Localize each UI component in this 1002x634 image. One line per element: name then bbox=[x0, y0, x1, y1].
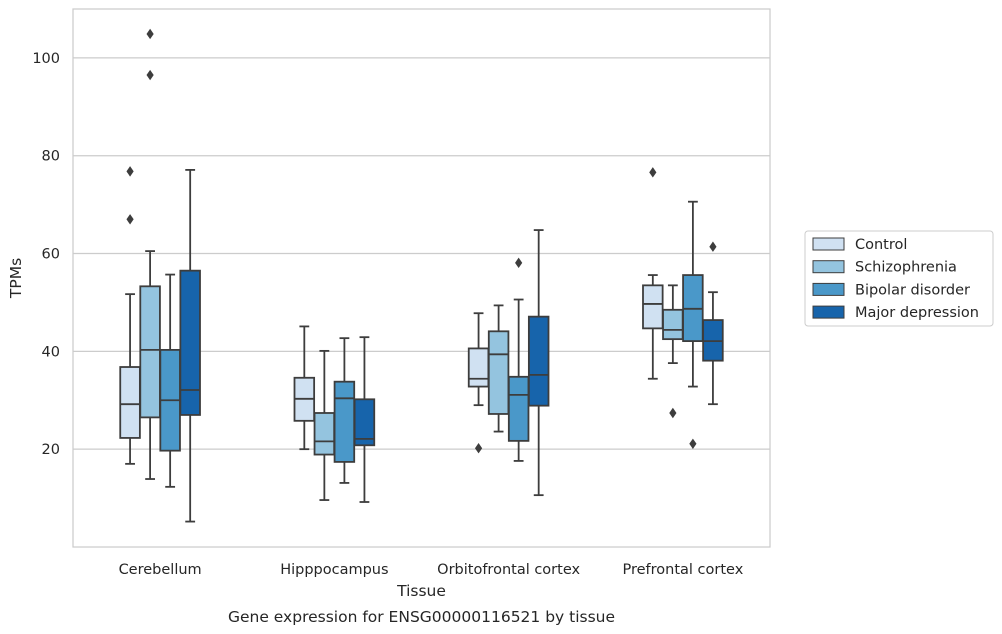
outlier-point bbox=[146, 28, 154, 40]
box bbox=[179, 169, 201, 523]
series-schizophrenia bbox=[139, 28, 684, 501]
box bbox=[642, 167, 664, 380]
box-body bbox=[333, 380, 356, 463]
box bbox=[702, 241, 724, 406]
y-tick-label: 100 bbox=[32, 51, 60, 67]
legend-label: Major depression bbox=[855, 305, 979, 321]
box bbox=[293, 325, 316, 451]
outlier-point bbox=[126, 214, 134, 225]
x-axis-ticks: Cerebellum Hipppocampus Orbitofrontal cort… bbox=[119, 562, 744, 578]
x-tick-label: Hipppocampus bbox=[280, 562, 388, 578]
y-axis-label: TPMs bbox=[7, 258, 25, 299]
y-axis-ticks: 20 40 60 80 100 bbox=[32, 51, 60, 458]
box-series bbox=[119, 28, 724, 523]
x-tick-label: Cerebellum bbox=[119, 562, 202, 578]
outlier-point bbox=[689, 438, 697, 450]
chart-caption: Gene expression for ENSG00000116521 by t… bbox=[228, 608, 615, 626]
series-major-depression bbox=[179, 169, 724, 523]
box-body bbox=[527, 315, 550, 407]
x-tick-label: Orbitofrontal cortex bbox=[437, 562, 580, 578]
box-body bbox=[119, 366, 141, 439]
y-tick-label: 80 bbox=[42, 149, 60, 165]
box-body bbox=[642, 284, 664, 330]
box-body bbox=[179, 269, 201, 416]
box bbox=[527, 229, 550, 497]
box bbox=[313, 349, 336, 501]
box-body bbox=[487, 330, 510, 415]
legend-frame bbox=[804, 230, 994, 327]
box-body bbox=[313, 412, 336, 456]
box-body bbox=[507, 375, 530, 442]
outlier-point bbox=[669, 407, 677, 419]
box bbox=[507, 257, 530, 462]
outlier-point bbox=[649, 167, 657, 178]
box-body bbox=[467, 347, 490, 388]
box bbox=[353, 336, 376, 503]
outlier-point bbox=[474, 443, 483, 454]
y-tick-label: 40 bbox=[42, 344, 60, 360]
box bbox=[139, 28, 161, 480]
outlier-point bbox=[126, 166, 134, 177]
outlier-point bbox=[709, 241, 717, 252]
legend-swatch bbox=[812, 260, 845, 274]
plot-background bbox=[73, 9, 770, 547]
box-body bbox=[662, 308, 684, 341]
box bbox=[682, 200, 704, 450]
y-tick-label: 60 bbox=[42, 247, 60, 263]
box-body bbox=[353, 398, 376, 447]
legend-label: Schizophrenia bbox=[855, 260, 957, 276]
legend-label: Control bbox=[855, 237, 907, 253]
outlier-point bbox=[515, 257, 523, 269]
box bbox=[662, 284, 684, 419]
legend-swatch bbox=[812, 237, 845, 251]
outlier-point bbox=[146, 69, 154, 81]
legend-swatch bbox=[812, 305, 845, 319]
series-bipolar-disorder bbox=[159, 200, 704, 488]
plot-frame bbox=[72, 8, 771, 548]
legend-swatch bbox=[812, 282, 845, 296]
box bbox=[487, 304, 510, 433]
legend-label: Bipolar disorder bbox=[855, 282, 970, 298]
box-body bbox=[139, 285, 161, 419]
x-tick-label: Prefrontal cortex bbox=[622, 562, 743, 578]
y-tick-label: 20 bbox=[42, 442, 60, 458]
legend: Control Schizophrenia Bipolar disorder Majo… bbox=[804, 230, 994, 327]
x-axis-label: Tissue bbox=[396, 582, 446, 600]
